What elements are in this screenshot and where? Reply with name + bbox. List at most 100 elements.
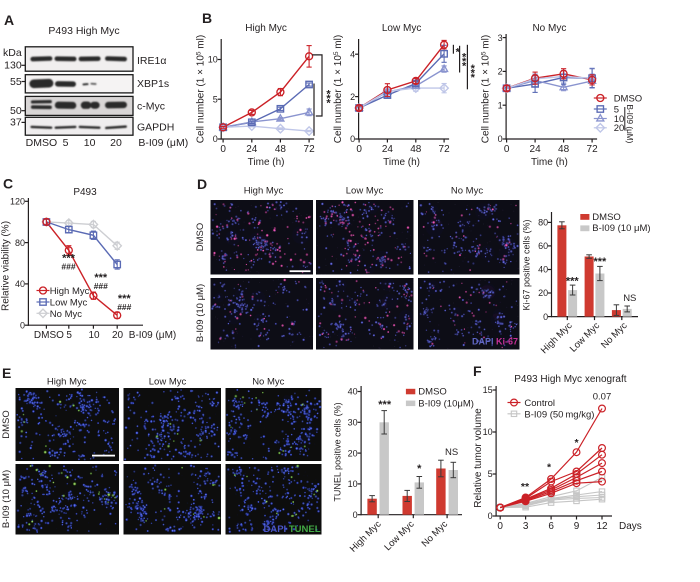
svg-text:20: 20: [110, 137, 122, 149]
svg-text:24: 24: [246, 144, 258, 155]
svg-text:***: ***: [94, 272, 108, 284]
svg-text:No Myc: No Myc: [451, 186, 483, 197]
svg-text:24: 24: [530, 144, 542, 155]
svg-text:10: 10: [483, 427, 493, 437]
svg-text:Time (h): Time (h): [383, 157, 420, 168]
svg-text:10: 10: [614, 114, 625, 125]
svg-text:30: 30: [348, 418, 358, 428]
svg-text:###: ###: [94, 281, 108, 291]
svg-text:130: 130: [4, 60, 22, 72]
svg-text:*: *: [471, 68, 476, 80]
svg-text:c-Myc: c-Myc: [137, 101, 165, 113]
svg-text:5: 5: [614, 104, 619, 115]
svg-text:55: 55: [10, 76, 22, 88]
svg-text:0: 0: [504, 144, 510, 155]
svg-text:80: 80: [538, 218, 548, 228]
svg-text:120: 120: [10, 197, 25, 207]
svg-text:TUNEL positive cells (%): TUNEL positive cells (%): [333, 402, 343, 501]
svg-text:High Myc: High Myc: [245, 23, 287, 34]
svg-text:B-I09 (10μM): B-I09 (10μM): [418, 398, 474, 409]
svg-text:50: 50: [10, 105, 22, 117]
svg-text:DMSO: DMSO: [1, 410, 12, 439]
svg-text:B-I09 (μM): B-I09 (μM): [129, 330, 176, 341]
svg-text:B-I09 (10 μM): B-I09 (10 μM): [195, 284, 206, 342]
svg-text:Cell number (1 × 105 ml): Cell number (1 × 105 ml): [480, 35, 491, 143]
svg-text:*: *: [547, 462, 552, 474]
svg-text:40: 40: [348, 387, 358, 397]
svg-text:E: E: [2, 365, 11, 381]
svg-text:DMSO: DMSO: [614, 93, 643, 104]
svg-text:Time (h): Time (h): [531, 157, 568, 168]
svg-text:*: *: [456, 47, 461, 59]
svg-text:40: 40: [538, 265, 548, 275]
svg-text:Low Myc: Low Myc: [382, 23, 421, 34]
svg-text:48: 48: [558, 144, 570, 155]
svg-text:*: *: [326, 89, 331, 101]
svg-text:5: 5: [63, 137, 69, 149]
svg-text:Relative viability (%): Relative viability (%): [0, 221, 11, 311]
svg-text:NS: NS: [445, 447, 458, 458]
svg-text:Relative tumor volume: Relative tumor volume: [473, 408, 484, 508]
svg-text:72: 72: [587, 144, 599, 155]
svg-text:5: 5: [213, 95, 218, 105]
svg-text:37: 37: [10, 117, 22, 129]
svg-text:0: 0: [353, 510, 358, 520]
svg-text:F: F: [473, 363, 482, 379]
svg-text:No Myc: No Myc: [252, 377, 284, 388]
svg-text:P493 High Myc xenograft: P493 High Myc xenograft: [514, 374, 627, 385]
svg-text:###: ###: [117, 302, 131, 312]
svg-text:24: 24: [382, 144, 394, 155]
svg-text:3: 3: [498, 33, 503, 43]
svg-text:D: D: [197, 176, 207, 192]
svg-text:DAPI TUNEL: DAPI TUNEL: [263, 524, 320, 535]
svg-text:10: 10: [348, 479, 358, 489]
svg-text:9: 9: [574, 521, 580, 532]
svg-text:2: 2: [350, 92, 355, 102]
svg-text:Cell number (1 × 105 ml): Cell number (1 × 105 ml): [196, 35, 207, 143]
svg-text:B-I09 (10 μM): B-I09 (10 μM): [1, 470, 12, 528]
svg-text:High Myc: High Myc: [50, 286, 90, 297]
svg-text:48: 48: [410, 144, 422, 155]
svg-text:15: 15: [483, 385, 493, 395]
svg-text:5: 5: [66, 330, 72, 341]
svg-text:***: ***: [118, 293, 132, 305]
svg-text:**: **: [521, 481, 530, 493]
svg-text:*: *: [471, 72, 476, 84]
svg-text:*: *: [574, 437, 579, 449]
svg-text:0: 0: [488, 511, 493, 521]
svg-text:Days: Days: [619, 521, 642, 532]
svg-text:0: 0: [356, 144, 362, 155]
svg-text:kDa: kDa: [3, 47, 22, 59]
svg-text:Ki-67 positive cells (%): Ki-67 positive cells (%): [522, 219, 532, 310]
svg-text:*: *: [326, 98, 331, 110]
svg-text:12: 12: [596, 521, 608, 532]
svg-text:*: *: [462, 61, 467, 73]
svg-text:5: 5: [488, 469, 493, 479]
svg-text:3: 3: [523, 521, 529, 532]
svg-text:Low Myc: Low Myc: [346, 186, 384, 197]
svg-text:72: 72: [304, 144, 316, 155]
svg-text:B-I09 (μM): B-I09 (μM): [625, 105, 634, 144]
svg-text:0: 0: [350, 134, 355, 144]
svg-text:DMSO: DMSO: [34, 330, 64, 341]
svg-text:80: 80: [15, 238, 25, 248]
svg-text:***: ***: [566, 276, 580, 288]
svg-text:0: 0: [220, 144, 226, 155]
svg-text:10: 10: [84, 137, 96, 149]
svg-text:IRE1α: IRE1α: [137, 55, 166, 67]
svg-text:B: B: [202, 10, 212, 26]
svg-text:*: *: [417, 463, 422, 475]
svg-text:NS: NS: [623, 293, 636, 304]
svg-text:20: 20: [348, 448, 358, 458]
svg-text:XBP1s: XBP1s: [137, 78, 169, 90]
svg-text:Time (h): Time (h): [248, 157, 285, 168]
svg-text:48: 48: [275, 144, 287, 155]
svg-text:GAPDH: GAPDH: [137, 122, 174, 134]
svg-text:*: *: [471, 63, 476, 75]
svg-text:0.07: 0.07: [593, 392, 612, 403]
svg-text:10: 10: [88, 330, 100, 341]
svg-text:###: ###: [61, 262, 75, 272]
svg-text:60: 60: [538, 241, 548, 251]
svg-text:DMSO: DMSO: [26, 137, 58, 149]
svg-text:P493 High Myc: P493 High Myc: [48, 25, 119, 37]
